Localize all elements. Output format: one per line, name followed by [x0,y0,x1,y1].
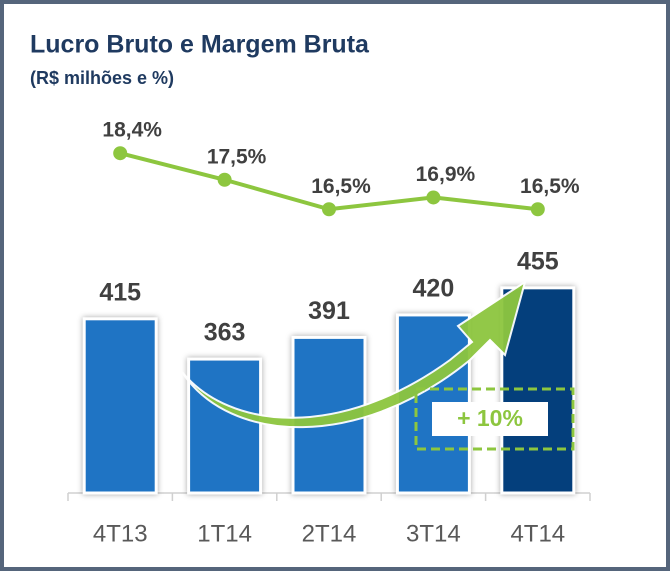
line-point [113,146,128,161]
line-point [217,172,232,187]
annotation-box [414,387,575,451]
line-label: 17,5% [207,145,267,168]
bar-label: 363 [204,319,246,347]
line-label: 16,9% [416,163,476,186]
line-label: 16,5% [311,175,371,198]
bar [82,317,158,495]
line-label: 18,4% [102,119,162,142]
line-point [426,190,441,205]
x-tick-label: 2T14 [302,520,357,547]
line-point [322,202,336,217]
chart-title: Lucro Bruto e Margem Bruta [30,31,370,59]
x-tick-label: 4T14 [510,520,565,547]
growth-arrow [181,279,527,429]
x-tick-label: 3T14 [406,520,461,547]
line-label: 16,5% [520,175,580,198]
chart-subtitle: (R$ milhões e %) [30,68,174,88]
x-tick-label: 1T14 [197,520,252,547]
bar-label: 420 [413,275,455,303]
bar-label: 455 [517,247,559,275]
annotation: + 10% [457,405,523,431]
bar [187,357,263,495]
bar-label: 391 [308,297,350,325]
line-point [530,202,545,217]
bar-label: 415 [99,278,141,306]
x-tick-label: 4T13 [93,520,148,547]
annotation-bg [432,402,548,436]
